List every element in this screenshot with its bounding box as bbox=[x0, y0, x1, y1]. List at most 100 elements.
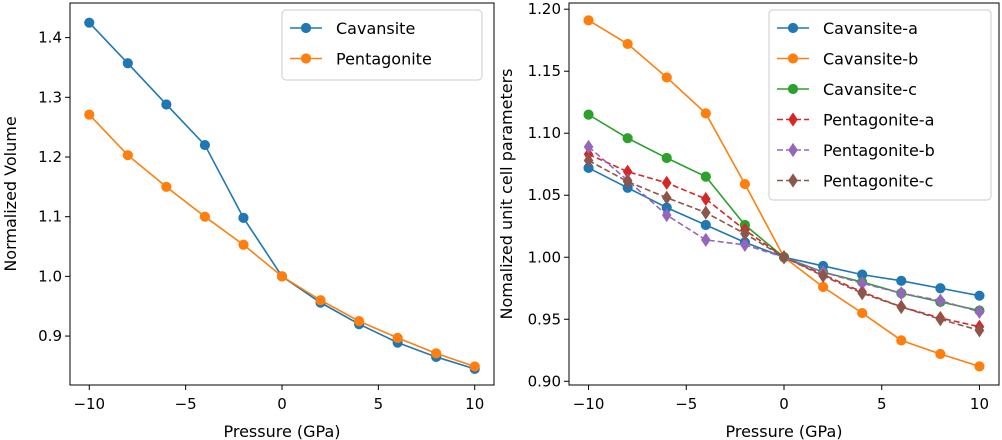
legend-box bbox=[281, 9, 483, 81]
data-point-pentagonite-c-7 bbox=[857, 286, 867, 301]
data-point-pentagonite-b-0 bbox=[583, 139, 594, 154]
legend: Cavansite Pentagonite bbox=[281, 9, 483, 81]
data-point-pentagonite-c-2 bbox=[661, 190, 672, 205]
legend-label: Pentagonite-b bbox=[823, 141, 935, 160]
legend-label: Pentagonite-a bbox=[823, 111, 934, 130]
data-point-pentagonite-c-3 bbox=[701, 205, 711, 220]
y-tick-label: 1.0 bbox=[38, 267, 62, 285]
data-point-pentagonite-b-2 bbox=[661, 207, 672, 223]
data-point-cavansite-b-6 bbox=[817, 281, 829, 293]
data-point-pentagonite-b-3 bbox=[701, 232, 711, 247]
data-point-pentagonite-a-3 bbox=[701, 191, 711, 207]
data-point-cavansite-b-3 bbox=[700, 108, 711, 119]
data-point-cavansite-b-7 bbox=[857, 307, 868, 319]
data-point-pentagonite-7 bbox=[353, 316, 365, 327]
data-point-cavansite-b-0 bbox=[583, 15, 594, 26]
chart-panel-1: −10 −5 0 5 10 0.9 1.0 1.1 1.2 1.3 1.4 Pressure (GPa… bbox=[1, 2, 495, 440]
x-tick-label: 5 bbox=[374, 395, 384, 413]
data-point-cavansite-4 bbox=[238, 212, 249, 223]
legend-label: Cavansite-a bbox=[823, 19, 918, 38]
legend-swatch-marker bbox=[788, 112, 798, 127]
y-tick-label: 1.2 bbox=[38, 148, 62, 166]
data-point-pentagonite-c-5 bbox=[779, 250, 789, 265]
chart-panel-2: −10 −5 0 5 10 0.90 0.95 1.00 1.05 1.10 1.15 1.20 Pre… bbox=[497, 0, 1000, 440]
x-tick-label: 0 bbox=[277, 395, 287, 413]
data-point-pentagonite-b-10 bbox=[974, 304, 985, 319]
data-point-cavansite-b-1 bbox=[622, 38, 633, 50]
legend-swatch-marker bbox=[787, 83, 799, 95]
x-tick-label: 5 bbox=[877, 395, 887, 413]
data-point-cavansite-b-9 bbox=[935, 348, 946, 360]
x-tick-label: −5 bbox=[675, 395, 697, 413]
data-point-cavansite-b-8 bbox=[896, 335, 907, 346]
x-tick-label: −5 bbox=[175, 395, 197, 413]
legend: Cavansite-a Cavansite-b Cavansite-c Pentago… bbox=[768, 9, 992, 201]
data-point-cavansite-3 bbox=[199, 139, 211, 151]
data-point-pentagonite-c-1 bbox=[622, 174, 633, 189]
series-line-pentagonite-a bbox=[588, 153, 980, 328]
x-tick-label: −10 bbox=[573, 395, 605, 413]
data-point-cavansite-a-10 bbox=[974, 290, 985, 301]
data-point-pentagonite-c-4 bbox=[740, 226, 750, 241]
data-point-pentagonite-b-4 bbox=[740, 237, 750, 252]
legend-label: Pentagonite bbox=[336, 50, 432, 69]
data-point-pentagonite-3 bbox=[199, 211, 211, 222]
y-tick-label: 1.20 bbox=[528, 0, 561, 18]
data-point-pentagonite-5 bbox=[276, 271, 288, 282]
y-tick-label: 1.15 bbox=[528, 62, 561, 80]
x-tick-label: 0 bbox=[779, 395, 789, 413]
data-point-pentagonite-10 bbox=[469, 361, 480, 372]
data-point-pentagonite-c-9 bbox=[935, 312, 946, 327]
series-line-pentagonite bbox=[88, 114, 475, 368]
y-tick-label: 0.95 bbox=[528, 310, 561, 328]
legend-swatch-marker bbox=[787, 53, 799, 64]
legend-swatch-marker bbox=[787, 22, 799, 34]
data-point-pentagonite-c-0 bbox=[583, 153, 594, 168]
data-point-pentagonite-6 bbox=[315, 295, 326, 306]
data-point-cavansite-b-2 bbox=[661, 72, 672, 83]
y-tick-label: 1.00 bbox=[528, 248, 561, 266]
data-point-pentagonite-4 bbox=[238, 239, 249, 250]
legend-swatch-marker bbox=[788, 142, 798, 158]
data-point-cavansite-a-3 bbox=[700, 219, 711, 231]
data-point-pentagonite-0 bbox=[84, 109, 95, 120]
y-tick-label: 0.90 bbox=[528, 372, 561, 390]
legend-swatch-marker bbox=[300, 22, 312, 34]
data-point-cavansite-c-3 bbox=[700, 171, 711, 182]
y-tick-label: 1.05 bbox=[528, 186, 561, 204]
y-tick-label: 1.1 bbox=[38, 208, 62, 226]
y-axis-label: Normalized Volume bbox=[1, 116, 20, 271]
y-tick-label: 1.10 bbox=[528, 124, 561, 142]
legend-box bbox=[768, 9, 992, 201]
data-point-cavansite-a-8 bbox=[896, 275, 907, 286]
data-point-pentagonite-8 bbox=[392, 332, 403, 343]
legend-label: Cavansite-c bbox=[823, 80, 917, 99]
y-tick-label: 1.3 bbox=[38, 88, 62, 106]
legend-label: Pentagonite-c bbox=[823, 172, 933, 191]
data-point-cavansite-c-0 bbox=[583, 109, 594, 120]
legend-swatch-marker bbox=[788, 173, 798, 188]
data-point-cavansite-b-10 bbox=[974, 361, 985, 372]
data-point-cavansite-2 bbox=[161, 99, 172, 110]
data-point-pentagonite-c-8 bbox=[896, 299, 907, 314]
data-point-pentagonite-2 bbox=[161, 181, 172, 192]
x-axis-label: Pressure (GPa) bbox=[725, 422, 842, 440]
y-tick-label: 0.9 bbox=[38, 327, 62, 345]
data-point-cavansite-a-9 bbox=[935, 283, 946, 294]
data-point-cavansite-b-4 bbox=[739, 178, 751, 190]
data-point-pentagonite-a-2 bbox=[661, 175, 672, 190]
data-point-pentagonite-c-10 bbox=[974, 323, 985, 338]
data-point-cavansite-1 bbox=[122, 58, 133, 69]
data-point-pentagonite-b-9 bbox=[935, 293, 946, 308]
data-point-pentagonite-c-6 bbox=[818, 268, 828, 283]
legend-label: Cavansite bbox=[336, 19, 415, 38]
data-point-cavansite-c-2 bbox=[661, 152, 672, 164]
x-tick-label: 10 bbox=[465, 395, 484, 413]
data-point-cavansite-0 bbox=[84, 17, 95, 28]
data-point-pentagonite-9 bbox=[431, 348, 442, 359]
x-tick-label: −10 bbox=[73, 395, 105, 413]
data-point-pentagonite-1 bbox=[122, 150, 133, 161]
x-tick-label: 10 bbox=[970, 395, 989, 413]
legend-label: Cavansite-b bbox=[823, 50, 918, 69]
